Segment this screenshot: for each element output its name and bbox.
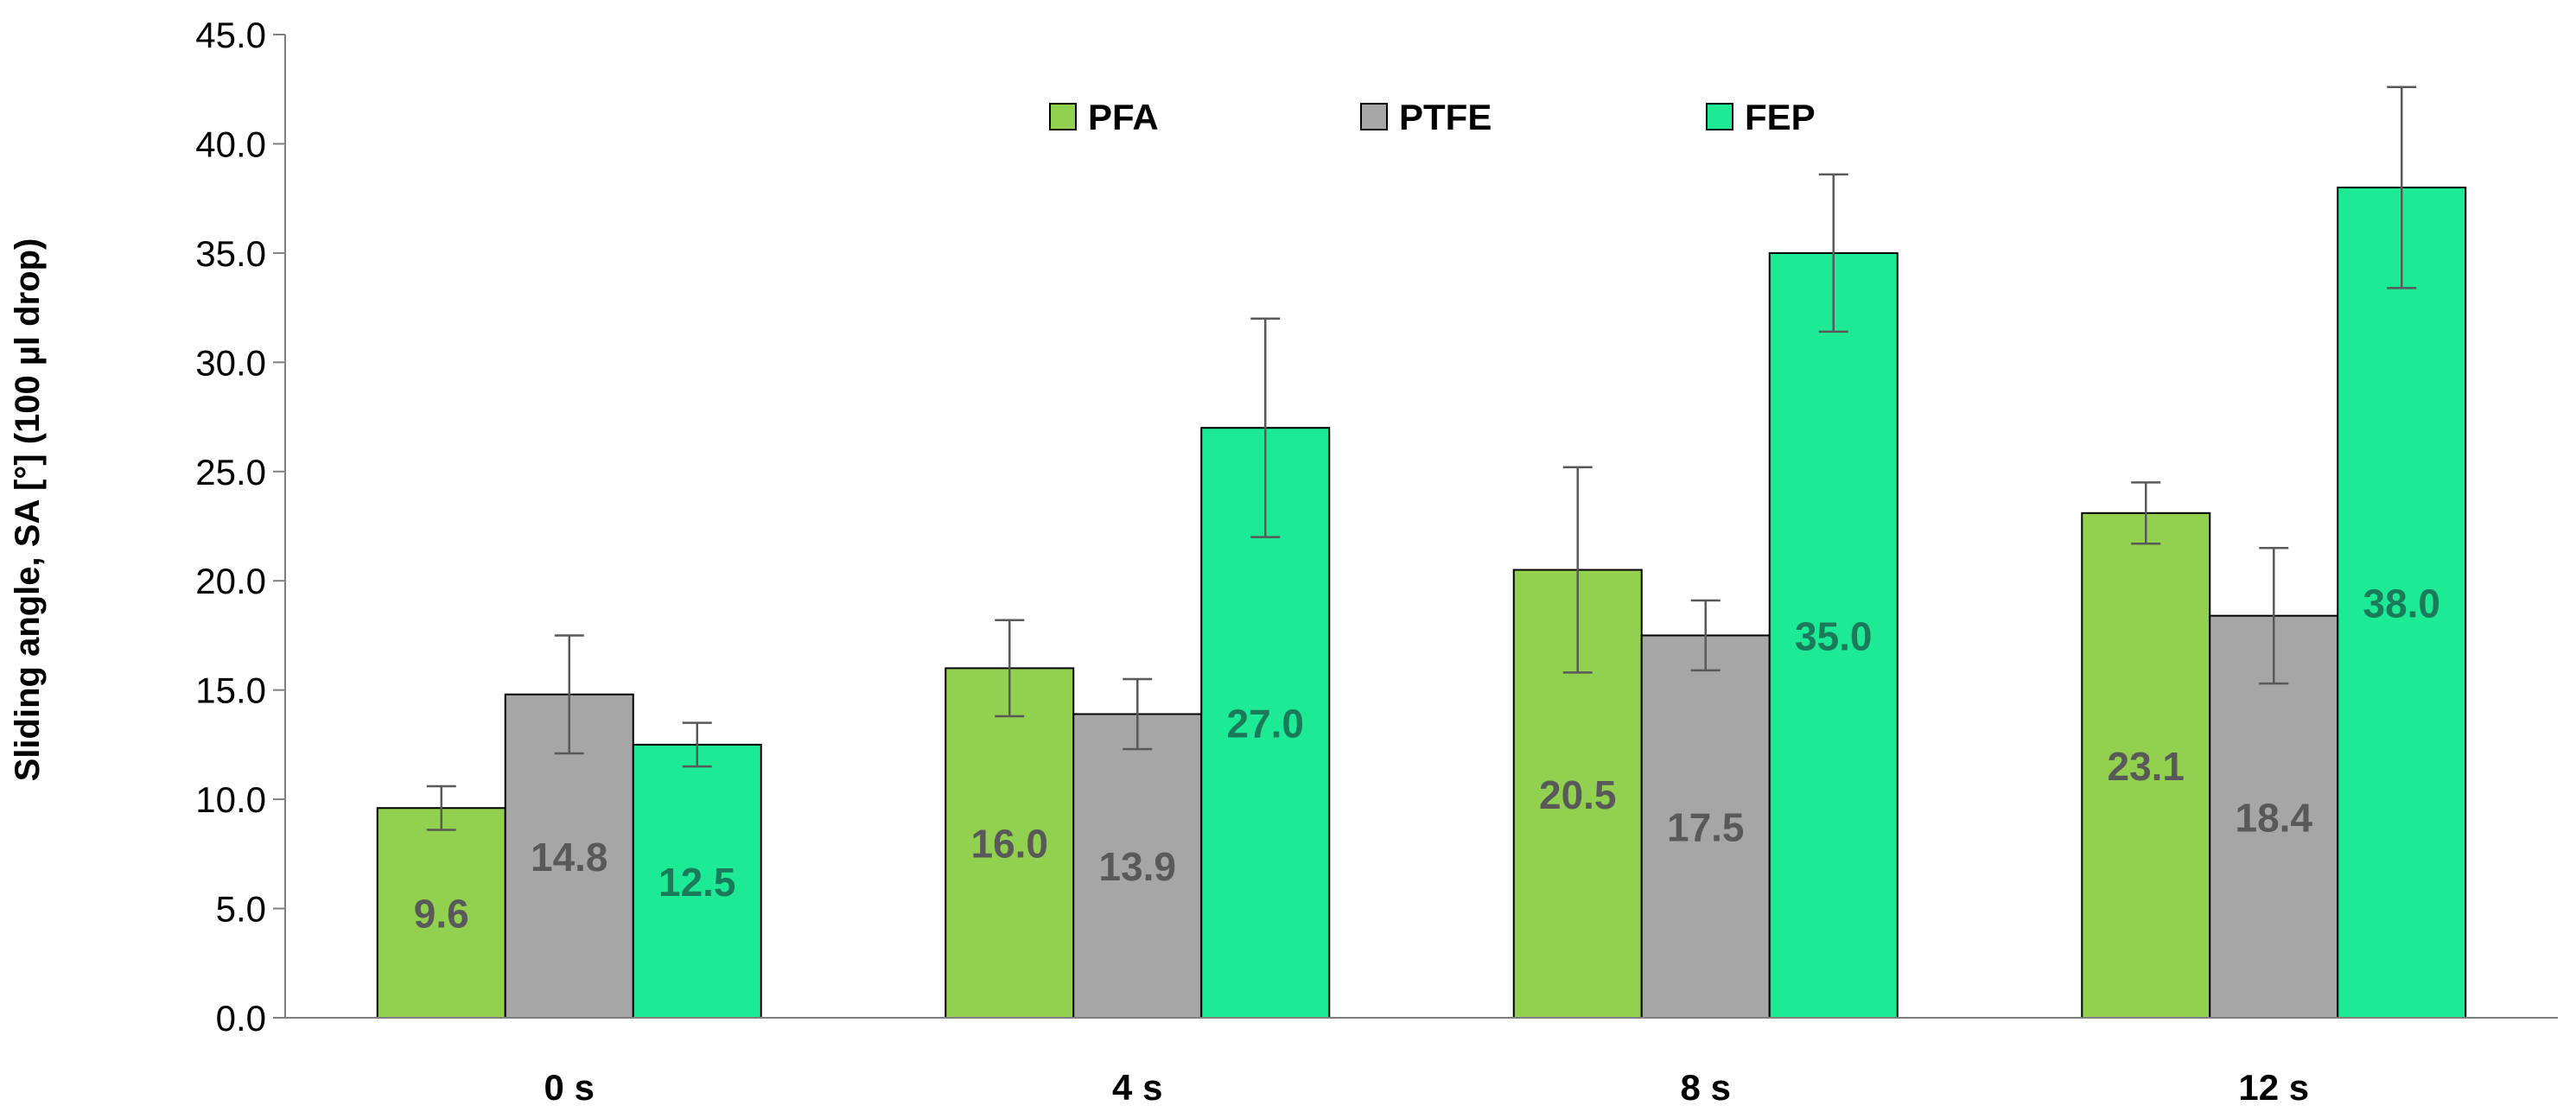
data-label-ptfe: 13.9 [1098, 844, 1176, 889]
bar-ptfe [1640, 634, 1771, 1019]
data-label-ptfe: 14.8 [531, 835, 608, 880]
legend-label-ptfe: PTFE [1399, 97, 1492, 137]
y-tick-label: 10.0 [195, 779, 266, 820]
data-label-fep: 35.0 [1795, 613, 1873, 658]
y-tick-label: 40.0 [195, 124, 266, 164]
data-label-fep: 12.5 [658, 860, 736, 905]
legend-swatch-ptfe [1360, 103, 1388, 130]
y-tick-label: 20.0 [195, 561, 266, 601]
y-tick-label: 35.0 [195, 233, 266, 274]
y-tick-label: 5.0 [216, 889, 266, 930]
legend-label-fep: FEP [1745, 97, 1816, 137]
bar-ptfe [1072, 713, 1203, 1019]
x-tick-label: 4 s [1112, 1067, 1162, 1108]
bar-fep [2337, 187, 2467, 1019]
data-label-pfa: 16.0 [970, 822, 1048, 867]
y-tick-label: 25.0 [195, 452, 266, 492]
data-label-fep: 27.0 [1226, 702, 1304, 746]
legend-swatch-fep [1706, 103, 1733, 130]
legend-label-pfa: PFA [1088, 97, 1159, 137]
bar-fep [632, 743, 762, 1020]
data-label-pfa: 9.6 [414, 892, 469, 937]
y-axis-label: Sliding angle, SA [°] (100 µl drop) [9, 238, 47, 782]
data-label-fep: 38.0 [2363, 581, 2440, 626]
bar-pfa [376, 807, 506, 1020]
y-tick-label: 30.0 [195, 342, 266, 383]
data-label-pfa: 20.5 [1539, 772, 1617, 817]
x-tick-label: 0 s [544, 1067, 595, 1108]
data-label-pfa: 23.1 [2107, 744, 2185, 789]
data-label-ptfe: 18.4 [2235, 795, 2312, 840]
bar-ptfe [2209, 614, 2339, 1019]
bar-fep [1768, 251, 1899, 1019]
y-tick-label: 45.0 [195, 15, 266, 55]
x-tick-label: 12 s [2238, 1067, 2309, 1108]
y-tick-label: 0.0 [216, 998, 266, 1039]
x-tick-label: 8 s [1681, 1067, 1731, 1108]
bar-pfa [2081, 511, 2211, 1019]
data-label-ptfe: 17.5 [1667, 805, 1745, 850]
legend-swatch-pfa [1049, 103, 1077, 130]
y-tick-label: 15.0 [195, 670, 266, 711]
